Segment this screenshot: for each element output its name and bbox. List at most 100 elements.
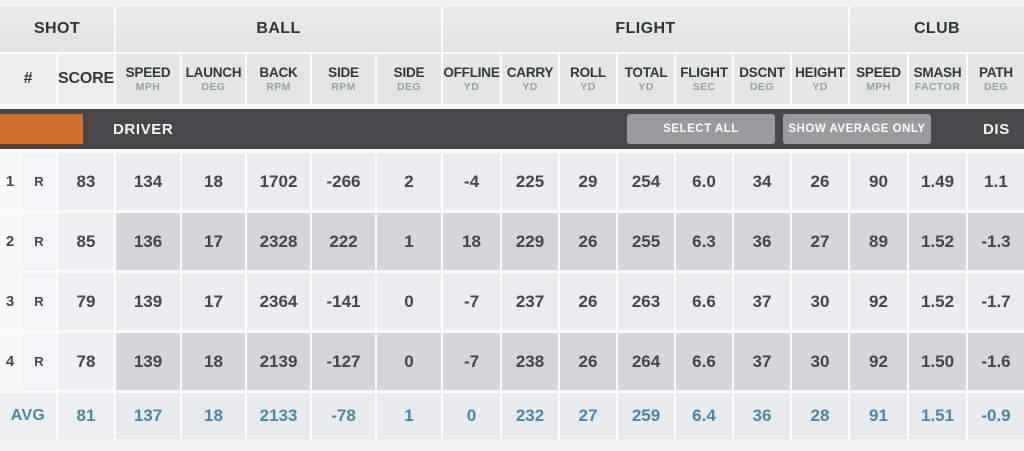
- column-group-header-row: SHOT BALL FLIGHT CLUB: [0, 6, 1024, 52]
- shot-number: 2: [0, 213, 20, 270]
- launch-value: 18: [182, 333, 245, 390]
- back-spin-value: 2328: [247, 213, 310, 270]
- average-label: AVG: [0, 393, 56, 439]
- shot-row-3[interactable]: 3 R 79 139 17 2364 -141 0 -7 237 26 263 …: [0, 273, 1024, 330]
- roll-value: 29: [560, 153, 616, 210]
- roll-value: 26: [560, 273, 616, 330]
- roll-value: 26: [560, 213, 616, 270]
- column-header-unit: MPH: [135, 80, 161, 93]
- column-header-label: DSCNT: [739, 65, 785, 81]
- column-header-label: BACK: [259, 65, 298, 81]
- show-average-only-button[interactable]: SHOW AVERAGE ONLY: [783, 114, 931, 144]
- column-header-unit: RPM: [331, 80, 356, 93]
- dismiss-label-truncated[interactable]: DIS: [983, 120, 1010, 138]
- total-value: 254: [618, 153, 674, 210]
- shot-row-1[interactable]: 1 R 83 134 18 1702 -266 2 -4 225 29 254 …: [0, 153, 1024, 210]
- offline-value: -7: [443, 333, 500, 390]
- column-header-label: SIDE: [328, 65, 359, 81]
- ball-speed-value: 139: [116, 333, 180, 390]
- flight-time-value: 6.3: [676, 213, 732, 270]
- column-header-unit: DEG: [201, 80, 226, 93]
- column-header-number: #: [0, 54, 56, 104]
- total-value: 263: [618, 273, 674, 330]
- column-header-side-spin: SIDE RPM: [312, 54, 375, 104]
- height-value: 27: [792, 213, 848, 270]
- avg-score-value: 81: [58, 393, 114, 439]
- column-header-label: TOTAL: [624, 65, 668, 81]
- top-strip: [0, 0, 1024, 6]
- avg-total-value: 259: [618, 393, 674, 439]
- column-header-unit: YD: [580, 80, 596, 93]
- avg-smash-factor-value: 1.51: [909, 393, 966, 439]
- avg-roll-value: 27: [560, 393, 616, 439]
- column-header-label: SPEED: [125, 65, 171, 81]
- column-header-height: HEIGHT YD: [792, 54, 848, 104]
- flight-time-value: 6.6: [676, 273, 732, 330]
- column-header-path: PATH DEG: [968, 54, 1024, 104]
- shot-number: 4: [0, 333, 20, 390]
- shot-row-2[interactable]: 2 R 85 136 17 2328 222 1 18 229 26 255 6…: [0, 213, 1024, 270]
- side-angle-value: 0: [377, 273, 441, 330]
- group-header-club: CLUB: [850, 6, 1024, 52]
- avg-offline-value: 0: [443, 393, 500, 439]
- column-header-label: ROLL: [570, 65, 606, 81]
- offline-value: -4: [443, 153, 500, 210]
- path-value: 1.1: [968, 153, 1024, 210]
- club-speed-value: 92: [850, 273, 907, 330]
- group-header-ball: BALL: [116, 6, 441, 52]
- descent-value: 34: [734, 153, 790, 210]
- ball-speed-value: 139: [116, 273, 180, 330]
- select-all-button[interactable]: SELECT ALL: [627, 114, 775, 144]
- column-header-flight-time: FLIGHT SEC: [676, 54, 732, 104]
- back-spin-value: 2364: [247, 273, 310, 330]
- club-name: DRIVER: [113, 120, 174, 138]
- avg-back-spin-value: 2133: [247, 393, 310, 439]
- column-header-label: SMASH: [913, 65, 962, 81]
- column-header-row: # SCORE SPEED MPH LAUNCH DEG BACK RPM SIDE R…: [0, 54, 1024, 104]
- column-header-label: SIDE: [393, 65, 425, 81]
- column-header-unit: MPH: [866, 80, 891, 93]
- column-header-back-spin: BACK RPM: [247, 54, 310, 104]
- column-header-club-speed: SPEED MPH: [850, 54, 907, 104]
- shot-row-4[interactable]: 4 R 78 139 18 2139 -127 0 -7 238 26 264 …: [0, 333, 1024, 390]
- column-header-unit: DEG: [397, 80, 421, 93]
- shot-tag: R: [22, 213, 56, 270]
- offline-value: 18: [443, 213, 500, 270]
- smash-factor-value: 1.50: [909, 333, 966, 390]
- descent-value: 37: [734, 333, 790, 390]
- offline-value: -7: [443, 273, 500, 330]
- avg-side-spin-value: -78: [312, 393, 375, 439]
- club-speed-value: 90: [850, 153, 907, 210]
- total-value: 255: [618, 213, 674, 270]
- column-header-label: LAUNCH: [185, 65, 242, 81]
- club-speed-value: 89: [850, 213, 907, 270]
- height-value: 30: [792, 333, 848, 390]
- column-header-label: SCORE: [58, 69, 114, 87]
- total-value: 264: [618, 333, 674, 390]
- avg-launch-value: 18: [182, 393, 245, 439]
- column-header-label: #: [23, 69, 33, 87]
- bottom-strip: [0, 439, 1024, 451]
- launch-value: 17: [182, 273, 245, 330]
- shot-tag: R: [22, 273, 56, 330]
- column-header-unit: DEG: [750, 80, 774, 93]
- carry-value: 237: [502, 273, 558, 330]
- column-header-side-angle: SIDE DEG: [377, 54, 441, 104]
- column-header-label: SPEED: [856, 65, 901, 81]
- launch-value: 17: [182, 213, 245, 270]
- group-header-shot: SHOT: [0, 6, 114, 52]
- ball-speed-value: 136: [116, 213, 180, 270]
- carry-value: 225: [502, 153, 558, 210]
- flight-time-value: 6.0: [676, 153, 732, 210]
- column-header-launch: LAUNCH DEG: [182, 54, 245, 104]
- avg-carry-value: 232: [502, 393, 558, 439]
- column-header-label: CARRY: [506, 65, 554, 81]
- score-value: 85: [58, 213, 114, 270]
- smash-factor-value: 1.52: [909, 273, 966, 330]
- column-header-label: PATH: [979, 65, 1013, 81]
- column-header-score: SCORE: [58, 54, 114, 104]
- side-spin-value: 222: [312, 213, 375, 270]
- column-header-smash: SMASH FACTOR: [909, 54, 966, 104]
- column-header-descent: DSCNT DEG: [734, 54, 790, 104]
